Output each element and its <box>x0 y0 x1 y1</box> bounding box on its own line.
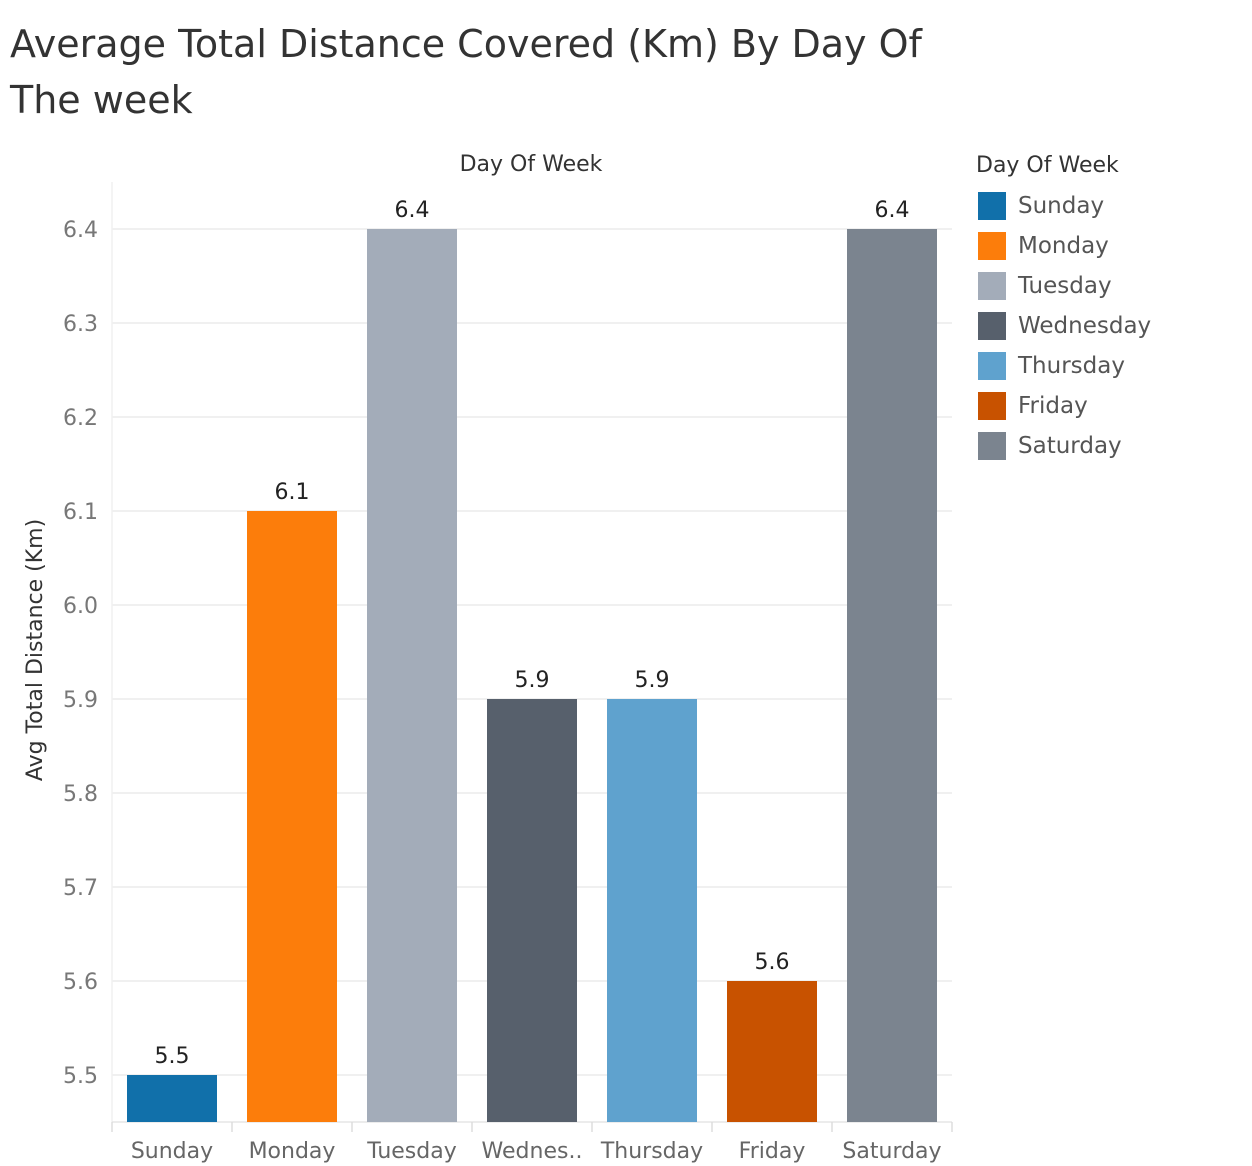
data-label: 5.5 <box>155 1044 190 1069</box>
y-tick-label: 6.1 <box>63 500 98 525</box>
y-tick-label: 6.0 <box>63 594 98 619</box>
legend: Day Of Week Sunday Monday Tuesday Wednesday… <box>976 150 1246 466</box>
bar-tuesday <box>367 229 457 1122</box>
y-tick-label: 5.7 <box>63 876 98 901</box>
legend-label: Sunday <box>1018 193 1105 219</box>
x-axis-title: Day Of Week <box>460 152 603 177</box>
x-tick-label: Tuesday <box>366 1139 457 1164</box>
legend-label: Thursday <box>1018 353 1125 379</box>
legend-title: Day Of Week <box>976 153 1119 178</box>
legend-swatch <box>978 232 1006 260</box>
x-tick-label: Monday <box>249 1139 336 1164</box>
y-tick-label: 6.3 <box>63 312 98 337</box>
legend-label: Saturday <box>1018 433 1122 459</box>
bar-saturday <box>847 229 937 1122</box>
legend-label: Monday <box>1018 233 1109 259</box>
legend-item: Tuesday <box>976 266 1246 306</box>
chart-title: Average Total Distance Covered (Km) By D… <box>10 22 922 122</box>
x-axis-ticks: Sunday Monday Tuesday Wednes.. Thursday Frida… <box>131 1139 942 1164</box>
legend-label: Tuesday <box>1018 273 1112 299</box>
legend-swatch <box>978 312 1006 340</box>
legend-item: Sunday <box>976 186 1246 226</box>
data-label: 6.4 <box>395 198 430 223</box>
x-tick-label: Thursday <box>600 1139 703 1164</box>
bar-thursday <box>607 699 697 1122</box>
legend-item: Monday <box>976 226 1246 266</box>
data-label: 5.9 <box>515 668 550 693</box>
legend-item: Thursday <box>976 346 1246 386</box>
x-tick-label: Wednes.. <box>482 1139 583 1164</box>
y-tick-label: 6.4 <box>63 218 98 243</box>
y-tick-label: 5.9 <box>63 688 98 713</box>
y-tick-label: 5.5 <box>63 1064 98 1089</box>
legend-item: Saturday <box>976 426 1246 466</box>
data-label: 5.9 <box>635 668 670 693</box>
x-tick-label: Sunday <box>131 1139 213 1164</box>
bar-sunday <box>127 1075 217 1122</box>
bar-friday <box>727 981 817 1122</box>
legend-swatch <box>978 392 1006 420</box>
legend-swatch <box>978 352 1006 380</box>
x-tick-label: Saturday <box>842 1139 941 1164</box>
data-label: 6.1 <box>275 480 310 505</box>
legend-item: Friday <box>976 386 1246 426</box>
legend-swatch <box>978 432 1006 460</box>
y-axis-title: Avg Total Distance (Km) <box>23 519 48 781</box>
x-tick-label: Friday <box>739 1139 806 1164</box>
legend-swatch <box>978 192 1006 220</box>
y-tick-label: 5.6 <box>63 970 98 995</box>
y-tick-label: 5.8 <box>63 782 98 807</box>
bar-wednesday <box>487 699 577 1122</box>
bars <box>127 229 937 1122</box>
legend-item: Wednesday <box>976 306 1246 346</box>
data-labels: 5.5 6.1 6.4 5.9 5.9 5.6 6.4 <box>155 198 910 1069</box>
bar-monday <box>247 511 337 1122</box>
data-label: 6.4 <box>875 198 910 223</box>
data-label: 5.6 <box>755 950 790 975</box>
legend-label: Wednesday <box>1018 313 1152 339</box>
y-axis-ticks: 5.5 5.6 5.7 5.8 5.9 6.0 6.1 6.2 6.3 6.4 <box>63 218 98 1089</box>
y-tick-label: 6.2 <box>63 406 98 431</box>
legend-label: Friday <box>1018 393 1088 419</box>
legend-swatch <box>978 272 1006 300</box>
legend-items: Sunday Monday Tuesday Wednesday Thursday Frid… <box>976 186 1246 466</box>
